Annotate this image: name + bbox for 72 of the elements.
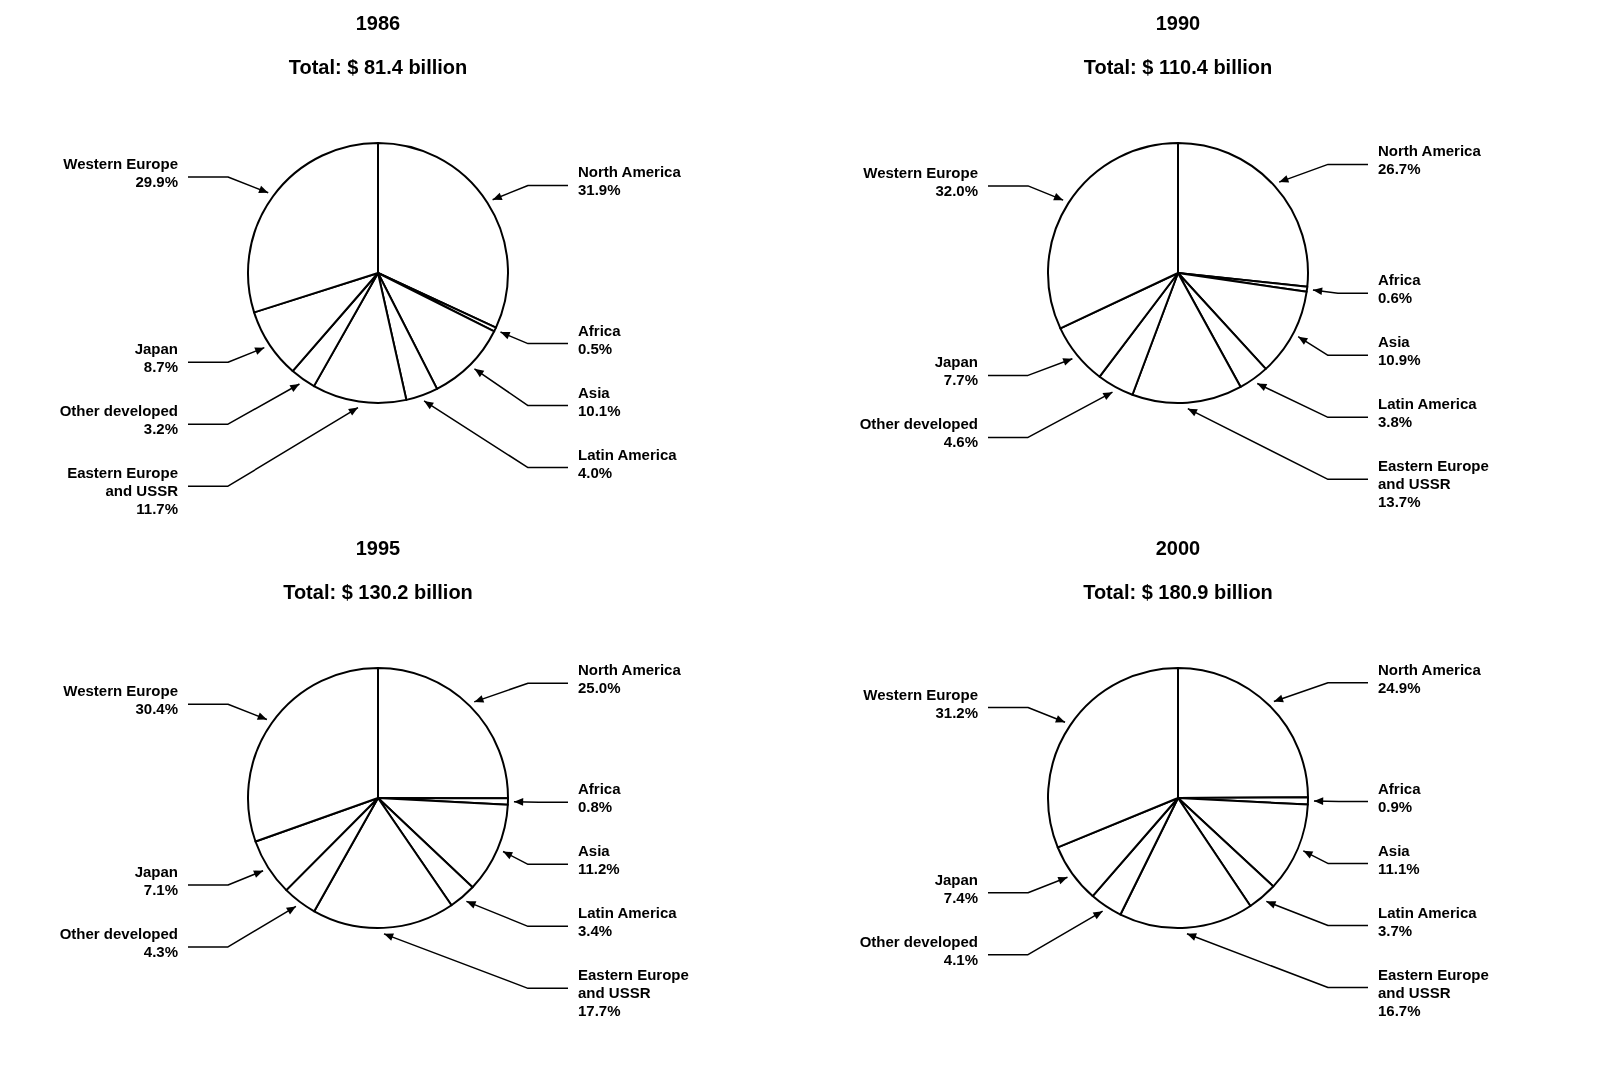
- data-label: 8.7%: [143, 358, 178, 376]
- data-label: 17.7%: [578, 1002, 621, 1020]
- data-label: 13.7%: [1378, 493, 1421, 511]
- data-label: 11.7%: [136, 500, 178, 518]
- data-label: 32.0%: [935, 181, 978, 199]
- data-label: 7.1%: [143, 880, 178, 898]
- data-label: 0.6%: [1378, 289, 1413, 307]
- chart-subtitle: Total: $ 130.2 billion: [283, 581, 473, 603]
- data-label: 26.7%: [1378, 160, 1421, 178]
- data-label: 11.1%: [1378, 859, 1420, 877]
- slice-label: Africa: [1378, 779, 1422, 797]
- data-label: 3.8%: [1378, 413, 1413, 431]
- data-label: 10.9%: [1378, 351, 1421, 369]
- data-label: 11.2%: [578, 860, 620, 878]
- slice-label: Other developed: [859, 932, 978, 950]
- slice-label: Japan: [934, 353, 978, 371]
- slice-label: Asia: [1378, 841, 1411, 859]
- data-label: 3.7%: [1378, 921, 1413, 939]
- data-label: 4.0%: [578, 463, 613, 481]
- slice-label: Western Europe: [863, 163, 978, 181]
- slice-label: Eastern Europe and USSR: [67, 464, 179, 500]
- data-label: 25.0%: [578, 679, 621, 697]
- slice-label: Asia: [578, 383, 611, 401]
- slice-label: Latin America: [578, 904, 678, 922]
- data-label: 0.5%: [578, 339, 613, 357]
- data-label: 4.3%: [143, 942, 178, 960]
- slice-label: Western Europe: [63, 682, 178, 700]
- data-label: 0.9%: [1378, 797, 1413, 815]
- slice-label: Latin America: [1378, 395, 1478, 413]
- data-label: 31.9%: [578, 181, 621, 199]
- chart-title: 2000: [1155, 537, 1201, 559]
- data-label: 3.2%: [143, 420, 178, 438]
- slice-label: North America: [578, 163, 682, 181]
- slice-label: Japan: [934, 870, 978, 888]
- slice-label: Eastern Europe and USSR: [1378, 457, 1489, 493]
- slice-label: Western Europe: [863, 685, 978, 703]
- slice-label: Eastern Europe and USSR: [578, 966, 689, 1002]
- slice-label: Asia: [1378, 333, 1411, 351]
- slice-label: Africa: [578, 321, 622, 339]
- data-label: 16.7%: [1378, 1001, 1421, 1019]
- slice-label: Japan: [134, 862, 178, 880]
- slice-label: Latin America: [578, 445, 678, 463]
- data-label: 0.8%: [578, 798, 613, 816]
- chart-subtitle: Total: $ 81.4 billion: [288, 56, 468, 78]
- slice-label: Other developed: [59, 402, 178, 420]
- slice-label: Latin America: [1378, 903, 1478, 921]
- chart-title: 1986: [355, 12, 401, 34]
- data-label: 10.1%: [578, 401, 621, 419]
- slice-label: Japan: [134, 340, 178, 358]
- data-label: 7.7%: [943, 371, 978, 389]
- data-label: 24.9%: [1378, 678, 1421, 696]
- slice-label: Other developed: [59, 924, 178, 942]
- slice-label: North America: [578, 661, 682, 679]
- slice-label: Western Europe: [63, 155, 178, 173]
- slice-label: Asia: [578, 842, 611, 860]
- slice-label: Africa: [1378, 271, 1422, 289]
- slice-label: Other developed: [859, 415, 978, 433]
- data-label: 3.4%: [578, 922, 613, 940]
- chart-subtitle: Total: $ 180.9 billion: [1083, 581, 1273, 603]
- chart-subtitle: Total: $ 110.4 billion: [1083, 56, 1273, 78]
- slice-label: Eastern Europe and USSR: [1378, 965, 1489, 1001]
- data-label: 4.1%: [943, 950, 978, 968]
- chart-title: 1990: [1155, 12, 1201, 34]
- slice-label: Africa: [578, 780, 622, 798]
- chart-title: 1995: [355, 537, 401, 559]
- data-label: 31.2%: [935, 703, 978, 721]
- slice-label: North America: [1378, 660, 1482, 678]
- slice-label: North America: [1378, 142, 1482, 160]
- data-label: 7.4%: [943, 888, 978, 906]
- data-label: 29.9%: [135, 173, 178, 191]
- data-label: 30.4%: [135, 700, 178, 718]
- data-label: 4.6%: [943, 433, 978, 451]
